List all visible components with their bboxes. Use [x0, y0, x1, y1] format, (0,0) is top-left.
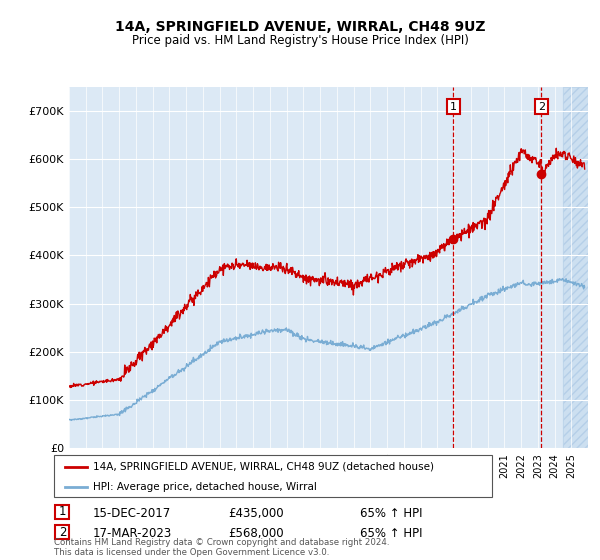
Text: 65% ↑ HPI: 65% ↑ HPI	[360, 507, 422, 520]
Text: 65% ↑ HPI: 65% ↑ HPI	[360, 527, 422, 540]
FancyBboxPatch shape	[55, 525, 70, 539]
Text: HPI: Average price, detached house, Wirral: HPI: Average price, detached house, Wirr…	[94, 482, 317, 492]
Text: 15-DEC-2017: 15-DEC-2017	[93, 507, 171, 520]
Text: 1: 1	[59, 505, 66, 519]
Text: 2: 2	[59, 525, 66, 539]
Text: 14A, SPRINGFIELD AVENUE, WIRRAL, CH48 9UZ: 14A, SPRINGFIELD AVENUE, WIRRAL, CH48 9U…	[115, 20, 485, 34]
FancyBboxPatch shape	[54, 455, 492, 497]
Text: 17-MAR-2023: 17-MAR-2023	[93, 527, 172, 540]
Text: 2: 2	[538, 102, 545, 111]
Text: £435,000: £435,000	[228, 507, 284, 520]
Text: 14A, SPRINGFIELD AVENUE, WIRRAL, CH48 9UZ (detached house): 14A, SPRINGFIELD AVENUE, WIRRAL, CH48 9U…	[94, 461, 434, 472]
Text: £568,000: £568,000	[228, 527, 284, 540]
FancyBboxPatch shape	[55, 505, 70, 519]
Bar	[563, 87, 588, 448]
Text: Contains HM Land Registry data © Crown copyright and database right 2024.
This d: Contains HM Land Registry data © Crown c…	[54, 538, 389, 557]
Bar	[563, 87, 588, 448]
Text: 1: 1	[450, 102, 457, 111]
Text: Price paid vs. HM Land Registry's House Price Index (HPI): Price paid vs. HM Land Registry's House …	[131, 34, 469, 46]
